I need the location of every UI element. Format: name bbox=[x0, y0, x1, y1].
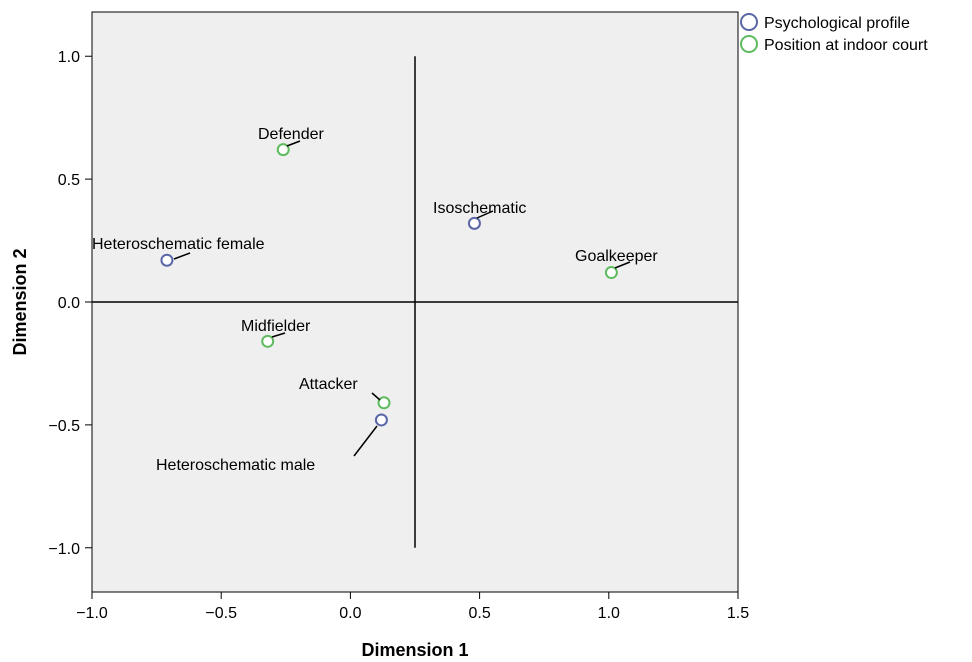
label-leader-line bbox=[353, 425, 378, 457]
point-marker bbox=[377, 396, 391, 410]
x-axis-title: Dimension 1 bbox=[361, 640, 468, 660]
y-axis-ticks: 1.0 0.5 0.0 −0.5 −1.0 bbox=[48, 49, 92, 558]
reference-lines bbox=[92, 56, 738, 548]
legend-marker bbox=[740, 35, 758, 53]
label-leader-line bbox=[614, 261, 631, 269]
y-tick-label: 0.0 bbox=[58, 295, 80, 312]
legend-label: Position at indoor court bbox=[764, 37, 928, 54]
label-leader-line bbox=[286, 140, 301, 147]
point-marker bbox=[374, 413, 388, 427]
data-point: Defender bbox=[258, 126, 324, 157]
data-points: Isoschematic Heteroschematic female Hetero… bbox=[92, 126, 658, 474]
x-tick-label: 1.0 bbox=[598, 605, 620, 622]
data-point: Attacker bbox=[299, 376, 391, 410]
point-label: Goalkeeper bbox=[575, 248, 658, 265]
point-label: Defender bbox=[258, 126, 324, 143]
y-tick-label: −1.0 bbox=[48, 541, 80, 558]
point-marker bbox=[276, 143, 290, 157]
y-tick-label: 0.5 bbox=[58, 172, 80, 189]
point-marker bbox=[604, 266, 618, 280]
legend-item: Psychological profile bbox=[740, 13, 910, 32]
point-label: Heteroschematic female bbox=[92, 236, 265, 253]
legend: Psychological profile Position at indoor … bbox=[740, 13, 928, 54]
data-point: Heteroschematic male bbox=[156, 413, 388, 474]
label-leader-line bbox=[476, 210, 494, 219]
data-point: Goalkeeper bbox=[575, 248, 658, 280]
x-tick-label: −1.0 bbox=[76, 605, 108, 622]
point-label: Attacker bbox=[299, 376, 358, 393]
label-leader-line bbox=[371, 392, 381, 401]
y-axis-title: Dimension 2 bbox=[10, 248, 30, 355]
point-marker bbox=[261, 334, 275, 348]
label-leader-line bbox=[271, 332, 286, 338]
legend-marker bbox=[740, 13, 758, 31]
x-tick-label: 0.0 bbox=[339, 605, 361, 622]
legend-label: Psychological profile bbox=[764, 15, 910, 32]
data-point: Heteroschematic female bbox=[92, 236, 265, 267]
label-leader-line bbox=[173, 252, 191, 260]
y-tick-label: 1.0 bbox=[58, 49, 80, 66]
x-tick-label: 1.5 bbox=[727, 605, 749, 622]
point-marker bbox=[160, 253, 174, 267]
data-point: Isoschematic bbox=[433, 200, 526, 230]
x-tick-label: −0.5 bbox=[205, 605, 237, 622]
point-label: Heteroschematic male bbox=[156, 457, 315, 474]
y-tick-label: −0.5 bbox=[48, 418, 80, 435]
point-label: Midfielder bbox=[241, 318, 311, 335]
data-point: Midfielder bbox=[241, 318, 311, 348]
point-label: Isoschematic bbox=[433, 200, 526, 217]
point-marker bbox=[467, 216, 481, 230]
x-axis-ticks: −1.0 −0.5 0.0 0.5 1.0 1.5 bbox=[76, 592, 749, 622]
legend-item: Position at indoor court bbox=[740, 35, 928, 54]
x-tick-label: 0.5 bbox=[468, 605, 490, 622]
